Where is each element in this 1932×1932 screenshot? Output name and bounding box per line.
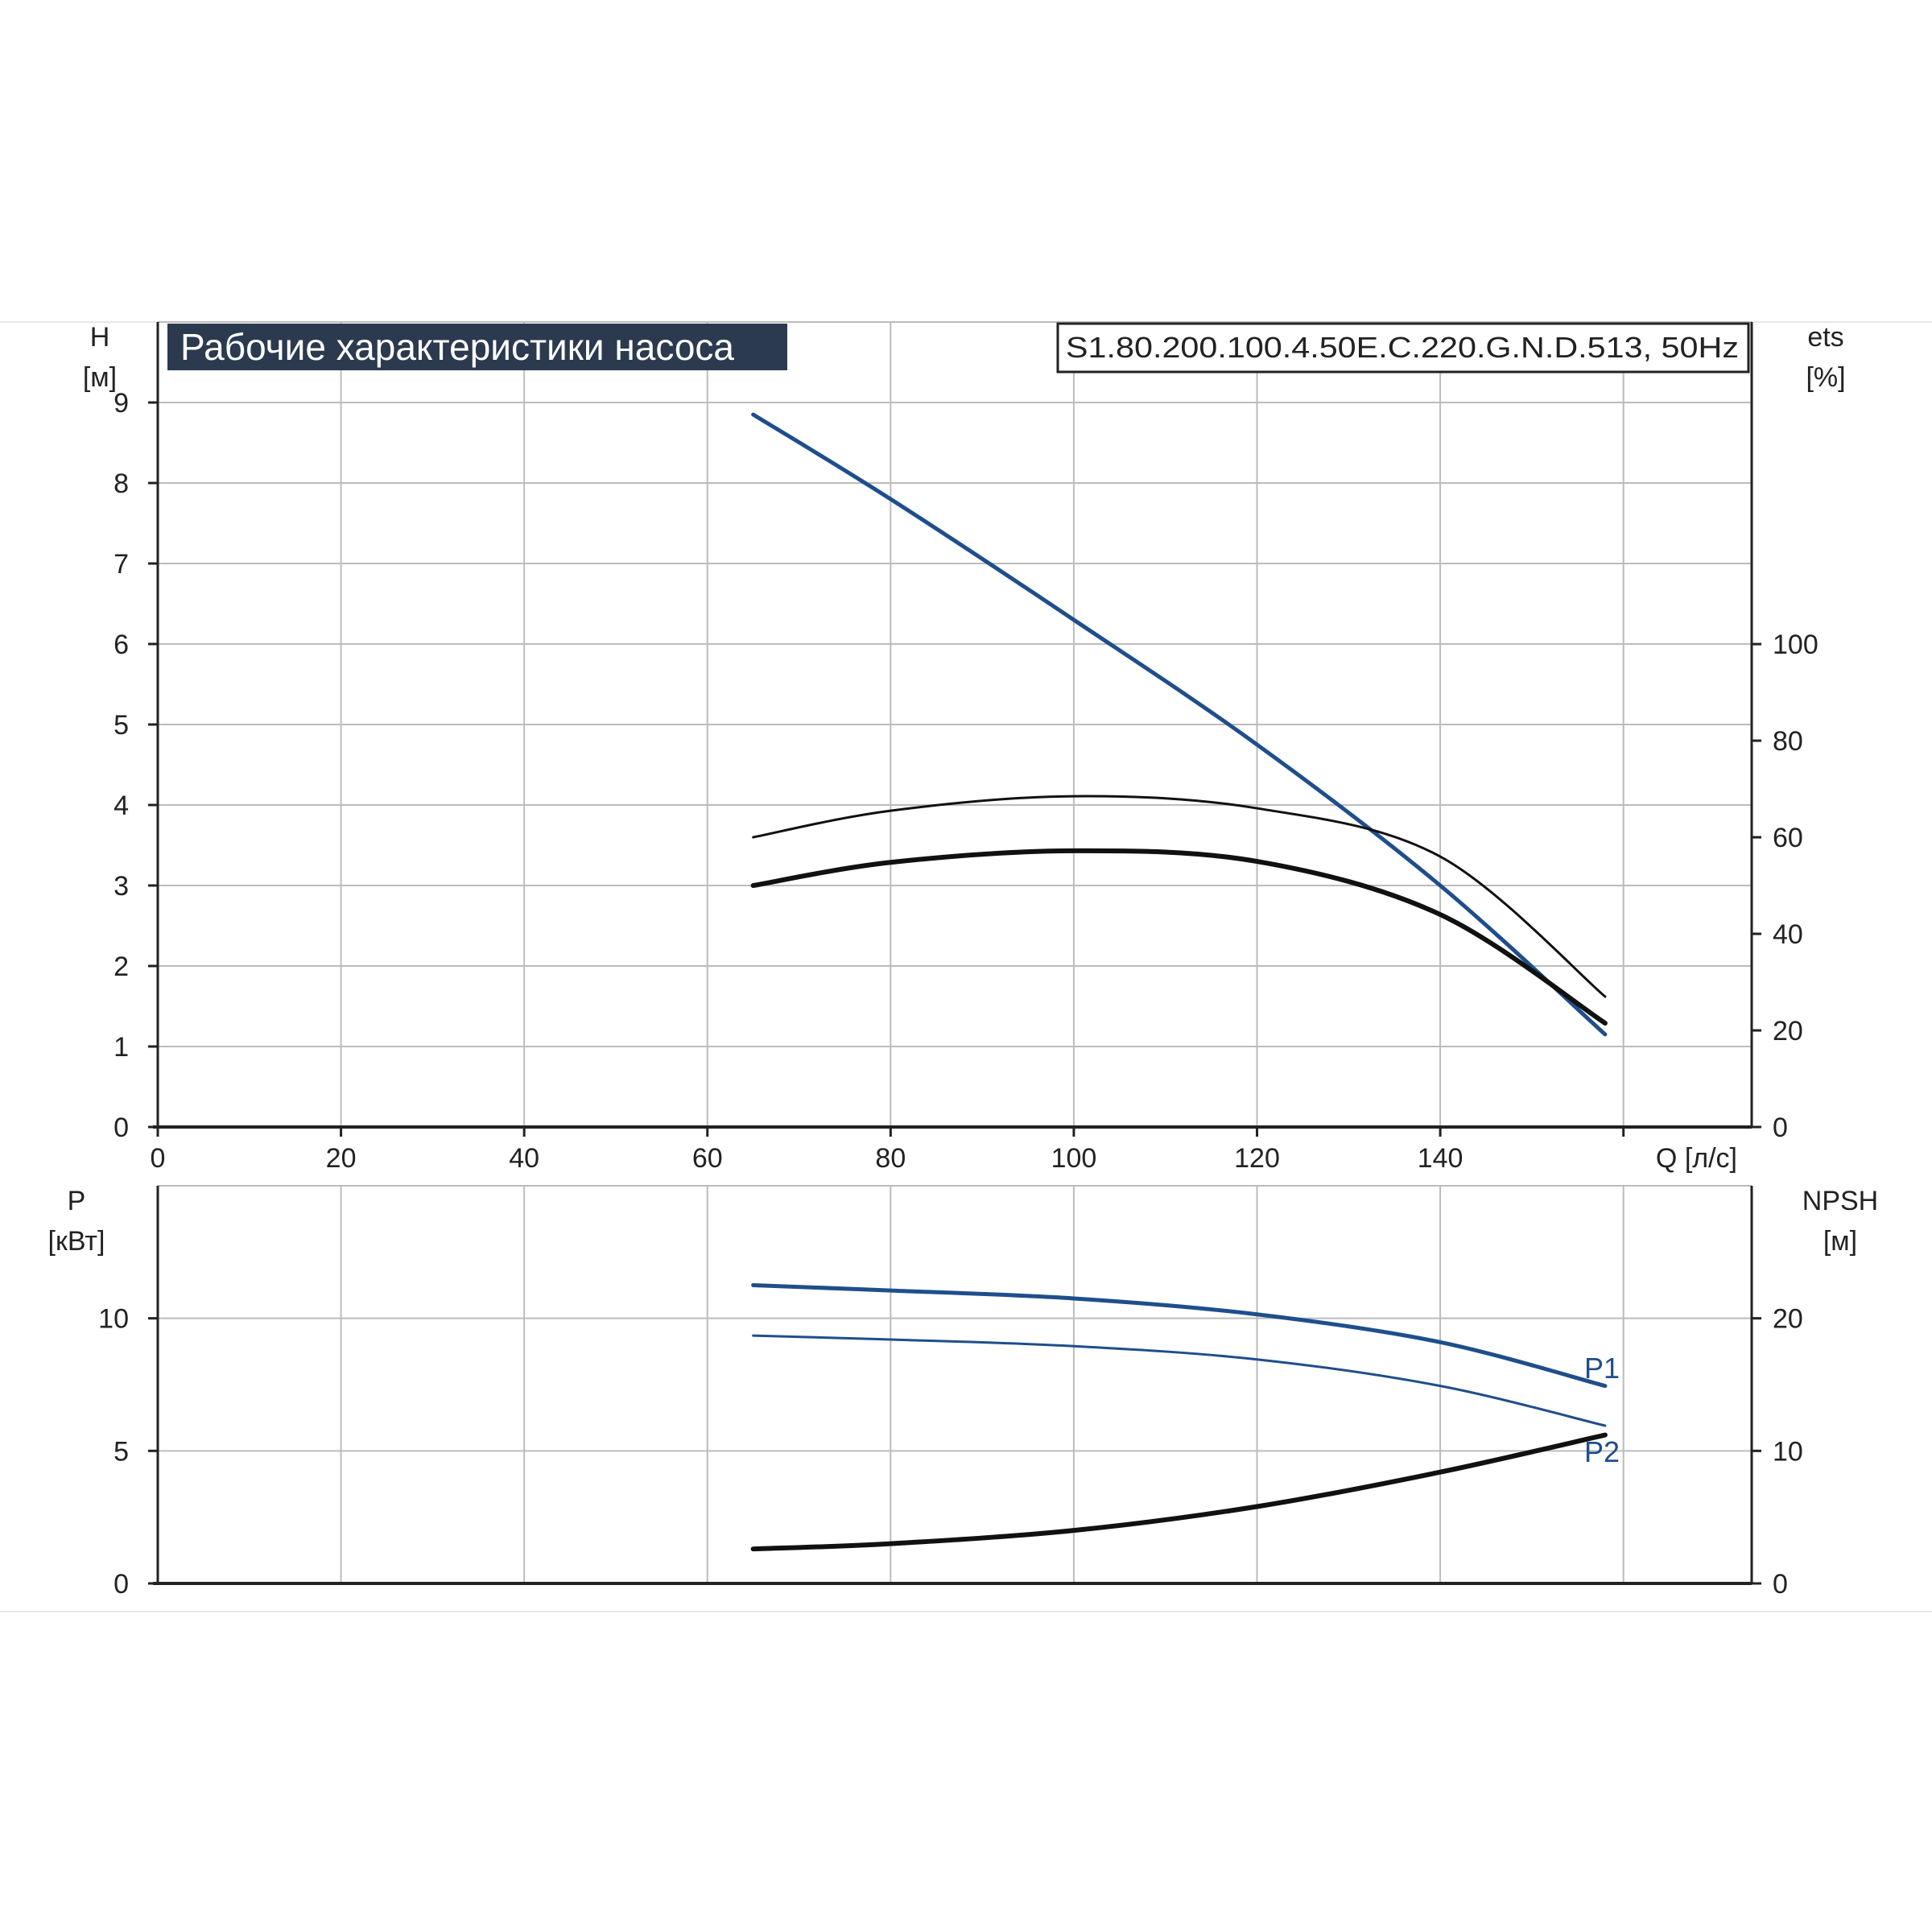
head-tick-label: 5 xyxy=(114,710,129,741)
model-box xyxy=(1056,322,1750,374)
head-efficiency-panel: 0 1 2 3 4 5 6 7 8 9 0 20 40 60 80 100 0 20 40 60 80 100 120 140… xyxy=(83,321,1846,1174)
flow-tick-label: 40 xyxy=(509,1143,539,1174)
flow-tick-label: 60 xyxy=(692,1143,723,1174)
npsh-tick-label: 20 xyxy=(1773,1304,1803,1335)
efficiency-tick-label: 100 xyxy=(1773,630,1818,660)
npsh-axis-symbol: NPSH xyxy=(1802,1186,1878,1216)
head-tick-label: 4 xyxy=(114,791,129,821)
head-tick-label: 1 xyxy=(114,1032,129,1063)
flow-tick-label: 100 xyxy=(1051,1143,1097,1174)
bottom-grid xyxy=(158,1185,1752,1583)
head-tick-label: 3 xyxy=(114,871,129,902)
p1-curve-label: P1 xyxy=(1584,1352,1620,1385)
flow-tick-label: 140 xyxy=(1418,1143,1463,1174)
efficiency-tick-label: 0 xyxy=(1773,1113,1788,1143)
efficiency-tick-label: 80 xyxy=(1773,726,1803,757)
head-axis-symbol: H xyxy=(90,322,110,353)
power-tick-label: 5 xyxy=(114,1436,129,1467)
head-axis-unit: [м] xyxy=(83,362,117,393)
top-grid xyxy=(158,321,1752,1127)
npsh-tick-label: 0 xyxy=(1773,1569,1788,1600)
power-npsh-panel: 0 5 10 0 10 20 P [кВт] NPSH [м] P1 P2 xyxy=(48,1185,1878,1600)
power-axis-unit: [кВт] xyxy=(48,1226,105,1257)
power-axis-symbol: P xyxy=(68,1186,86,1216)
efficiency-tick-label: 60 xyxy=(1773,823,1803,853)
p2-curve-label: P2 xyxy=(1584,1435,1620,1468)
top-series xyxy=(750,412,1608,1037)
head-curve xyxy=(751,412,1608,1037)
bottom-series xyxy=(750,1283,1608,1552)
chart-title: Рабочие характеристики насоса xyxy=(180,326,734,368)
p2-power-curve xyxy=(752,1334,1607,1427)
bottom-ticks: 0 5 10 0 10 20 xyxy=(98,1304,1803,1600)
npsh-curve xyxy=(750,1432,1608,1552)
head-tick-label: 2 xyxy=(114,952,129,982)
efficiency-axis-unit: [%] xyxy=(1806,362,1845,393)
efficiency-axis-symbol: ets xyxy=(1807,322,1843,353)
power-tick-label: 0 xyxy=(114,1569,129,1600)
efficiency-curve-lower xyxy=(750,848,1608,1026)
head-tick-label: 7 xyxy=(114,549,129,580)
head-tick-label: 6 xyxy=(114,630,129,660)
flow-tick-label: 20 xyxy=(326,1143,357,1174)
flow-axis-label: Q [л/с] xyxy=(1656,1143,1737,1174)
head-tick-label: 8 xyxy=(114,469,129,499)
head-tick-label: 9 xyxy=(114,388,129,419)
efficiency-tick-label: 40 xyxy=(1773,919,1803,950)
p1-power-curve xyxy=(751,1283,1608,1389)
flow-tick-label: 0 xyxy=(151,1143,166,1174)
npsh-axis-unit: [м] xyxy=(1823,1226,1857,1257)
head-tick-label: 0 xyxy=(114,1113,129,1143)
npsh-tick-label: 10 xyxy=(1773,1436,1803,1467)
flow-tick-label: 120 xyxy=(1234,1143,1280,1174)
model-label: S1.80.200.100.4.50E.C.220.G.N.D.513, 50H… xyxy=(1066,331,1739,364)
chart-title-box xyxy=(167,324,787,370)
power-tick-label: 10 xyxy=(98,1304,129,1335)
efficiency-curve-upper xyxy=(752,795,1607,998)
top-ticks: 0 1 2 3 4 5 6 7 8 9 0 20 40 60 80 100 0 20 40 60 80 100 120 140 xyxy=(114,388,1818,1174)
efficiency-tick-label: 20 xyxy=(1773,1016,1803,1046)
flow-tick-label: 80 xyxy=(875,1143,906,1174)
